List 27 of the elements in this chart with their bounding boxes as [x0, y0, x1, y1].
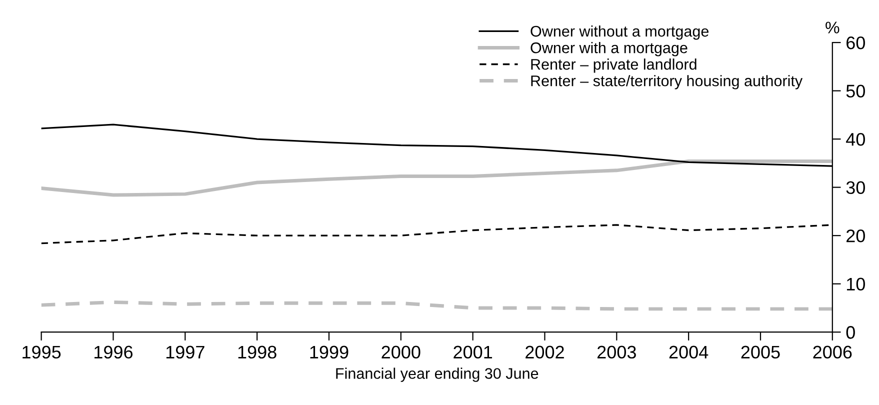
- y-tick-label: 30: [846, 181, 865, 194]
- x-tick-label: 2006: [813, 346, 852, 359]
- x-tick-label: 2004: [669, 346, 708, 359]
- y-tick-label: 20: [846, 230, 865, 242]
- x-tick-label: 1997: [166, 346, 204, 359]
- y-tick-label: 0: [846, 326, 855, 339]
- x-tick-label: 2005: [741, 346, 780, 359]
- legend-label: Owner without a mortgage: [530, 25, 708, 40]
- y-axis-title: %: [826, 22, 840, 34]
- x-axis-title: Financial year ending 30 June: [336, 368, 538, 382]
- x-tick-label: 2000: [382, 346, 420, 359]
- x-tick-label: 1996: [94, 346, 133, 359]
- line-series: [41, 300, 832, 311]
- x-tick-label: 1999: [310, 346, 348, 359]
- x-tick-label: 2001: [454, 346, 492, 359]
- y-tick-label: 50: [846, 84, 865, 98]
- legend-label: Renter – state/territory housing authority: [531, 75, 803, 90]
- y-tick-label: 10: [846, 278, 865, 291]
- y-tick-label: 60: [846, 36, 865, 50]
- legend-label: Renter – private landlord: [531, 58, 696, 73]
- line-series: [41, 160, 832, 197]
- x-tick-label: 1998: [238, 346, 276, 359]
- y-tick-label: 40: [846, 132, 865, 146]
- x-tick-label: 2003: [597, 346, 636, 359]
- legend-label: Owner with a mortgage: [530, 42, 688, 56]
- x-tick-label: 2002: [526, 346, 564, 359]
- x-tick-label: 1995: [22, 346, 61, 359]
